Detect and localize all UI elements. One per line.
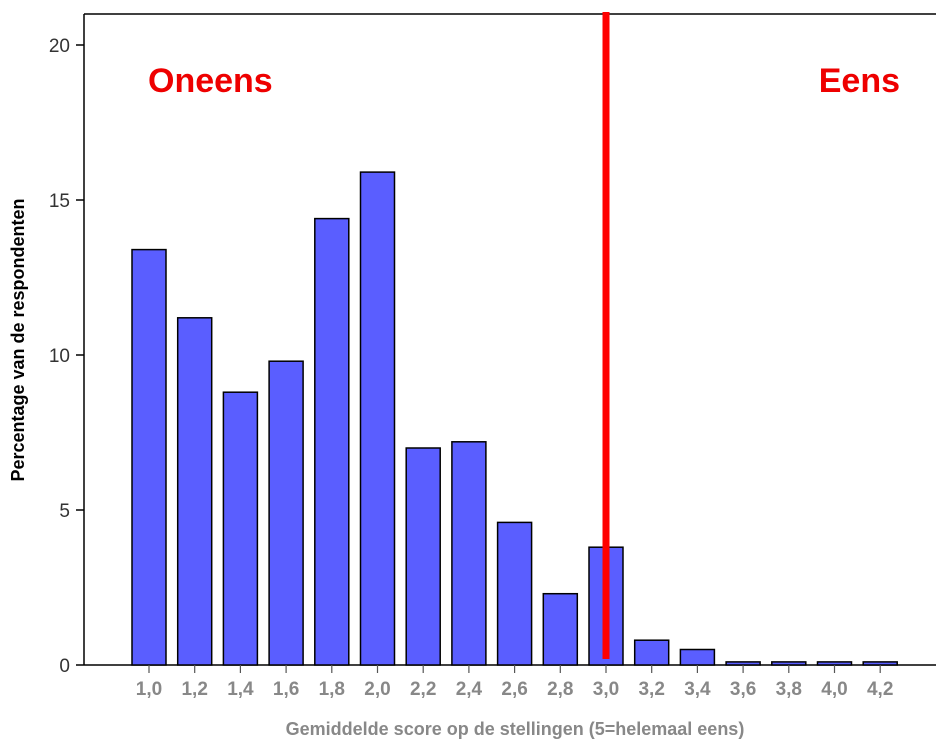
bar xyxy=(451,441,487,666)
bar xyxy=(771,661,807,666)
x-tick-label: 3,2 xyxy=(638,679,664,700)
bar xyxy=(679,648,716,666)
x-tick-label: 3,0 xyxy=(593,679,619,700)
bar xyxy=(633,639,670,666)
x-tick-label: 2,6 xyxy=(501,679,527,700)
x-tick-label: 4,0 xyxy=(821,679,847,700)
region-label-agree: Eens xyxy=(819,62,900,100)
bar xyxy=(359,171,396,666)
bar xyxy=(542,592,579,666)
x-axis-title: Gemiddelde score op de stellingen (5=hel… xyxy=(286,719,745,739)
bar xyxy=(862,661,898,666)
bar xyxy=(176,317,213,666)
x-tick-label: 2,8 xyxy=(547,679,573,700)
bar xyxy=(222,391,259,666)
bars xyxy=(131,171,898,666)
x-tick-label: 1,0 xyxy=(136,679,162,700)
x-tick-label: 1,4 xyxy=(227,679,254,700)
x-tick-label: 2,0 xyxy=(364,679,390,700)
y-tick-label: 10 xyxy=(49,346,70,367)
y-tick-label: 15 xyxy=(49,191,70,212)
x-tick-label: 3,4 xyxy=(684,679,711,700)
region-label-disagree: Oneens xyxy=(148,62,273,100)
bar xyxy=(131,248,167,666)
bar xyxy=(405,447,441,666)
y-tick-label: 0 xyxy=(59,656,70,677)
bar xyxy=(496,521,533,666)
bar xyxy=(725,661,761,666)
x-tick-label: 1,2 xyxy=(181,679,207,700)
x-tick-label: 1,8 xyxy=(319,679,345,700)
bar xyxy=(314,217,350,666)
y-axis: 0 5 10 15 20 xyxy=(49,36,84,677)
y-axis-title: Percentage van de respondenten xyxy=(8,198,28,481)
x-tick-label: 4,2 xyxy=(867,679,893,700)
x-tick-label: 2,2 xyxy=(410,679,436,700)
y-tick-label: 20 xyxy=(49,36,70,57)
bar xyxy=(268,360,304,666)
x-tick-label: 1,6 xyxy=(273,679,299,700)
x-tick-label: 2,4 xyxy=(456,679,483,700)
x-tick-label: 3,6 xyxy=(730,679,756,700)
y-tick-label: 5 xyxy=(59,501,70,522)
x-axis: 1,0 1,2 1,4 1,6 1,8 2,0 2,2 2,4 2,6 2,8 3,0 3,2 3,4 3… xyxy=(136,665,893,700)
bar xyxy=(816,661,853,666)
x-tick-label: 3,8 xyxy=(776,679,802,700)
